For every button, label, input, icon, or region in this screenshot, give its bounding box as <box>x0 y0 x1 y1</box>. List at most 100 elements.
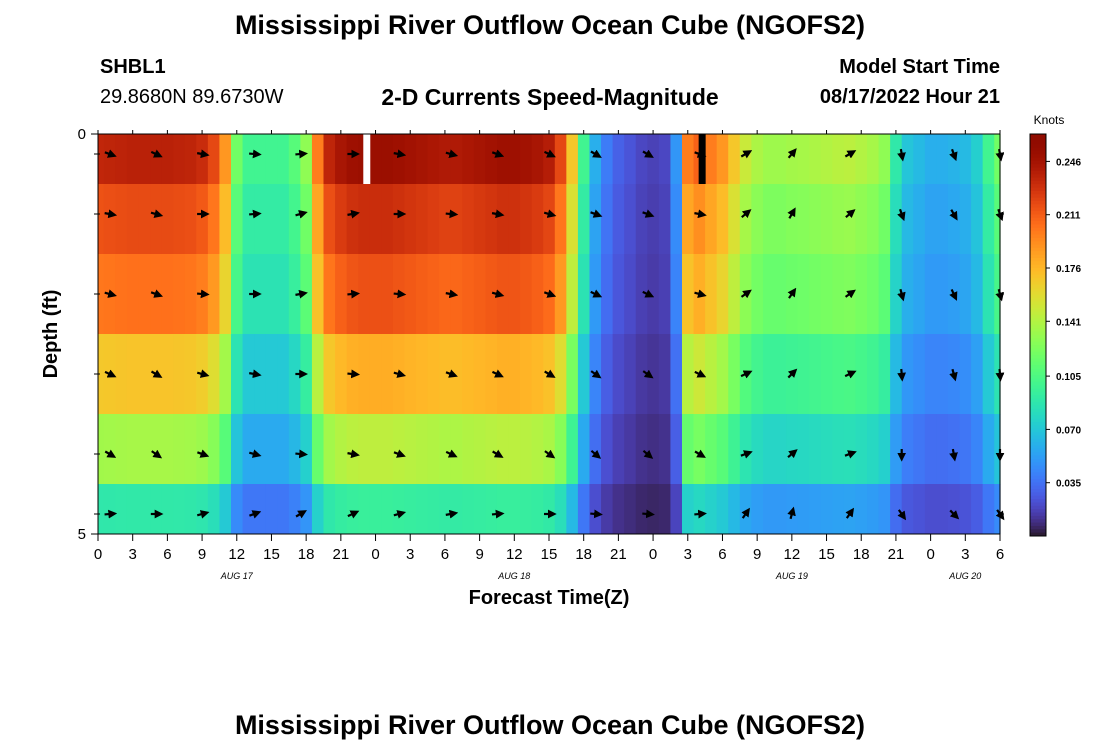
colorbar-step <box>1030 458 1046 463</box>
colorbar-step <box>1030 167 1046 172</box>
colorbar-step <box>1030 164 1046 168</box>
heatmap-cell <box>288 254 301 335</box>
colorbar-tick-label: 0.176 <box>1056 264 1081 275</box>
x-tick-label: 18 <box>853 546 870 563</box>
heatmap-cell <box>473 134 486 185</box>
heatmap-cell <box>427 254 440 335</box>
heatmap-cell <box>624 184 637 255</box>
x-tick-label: 15 <box>263 546 280 563</box>
heatmap-cell <box>416 414 429 485</box>
heatmap-cell <box>832 414 845 485</box>
heatmap-cell <box>867 334 880 415</box>
heatmap-cell <box>658 184 672 255</box>
x-tick-label: 0 <box>926 546 934 563</box>
colorbar-step <box>1030 137 1046 142</box>
colorbar-step <box>1030 529 1046 534</box>
heatmap-cell <box>601 414 614 485</box>
current-vector <box>491 509 505 519</box>
current-vector <box>694 369 707 378</box>
colorbar-tick-label: 0.211 <box>1056 211 1081 222</box>
current-vector <box>196 149 210 159</box>
heatmap-cell <box>265 134 278 185</box>
heatmap-cell <box>566 334 579 415</box>
heatmap-cell <box>878 184 891 255</box>
colorbar-step <box>1030 278 1046 282</box>
heatmap-cell <box>543 484 556 535</box>
colorbar-step <box>1030 268 1046 272</box>
colorbar-step <box>1030 408 1046 413</box>
colorbar-step <box>1030 264 1046 269</box>
heatmap-cell <box>959 134 972 185</box>
current-vector <box>248 369 262 379</box>
x-tick-label: 9 <box>475 546 483 563</box>
heatmap-cell <box>207 254 221 335</box>
heatmap-cell <box>658 484 672 535</box>
heatmap-cell <box>554 134 567 185</box>
heatmap-cell <box>404 134 417 185</box>
current-vector <box>740 150 753 159</box>
heatmap-cell <box>971 334 984 415</box>
heatmap-cell <box>670 414 683 485</box>
heatmap-cell <box>369 134 382 185</box>
colorbar-step <box>1030 318 1046 323</box>
heatmap-cell <box>647 484 660 535</box>
colorbar-step <box>1030 448 1046 453</box>
heatmap-cell <box>577 484 591 535</box>
colorbar-step <box>1030 291 1046 296</box>
heatmap-cell <box>890 254 903 335</box>
colorbar-step <box>1030 190 1046 195</box>
heatmap-cell <box>358 334 371 415</box>
colorbar-step <box>1030 405 1046 410</box>
heatmap-cell <box>358 414 371 485</box>
colorbar-step <box>1030 345 1046 349</box>
current-vector <box>393 289 407 299</box>
current-vector <box>104 209 118 219</box>
heatmap-cell <box>416 134 429 185</box>
heatmap-cell <box>381 184 394 255</box>
heatmap-cell <box>959 184 972 255</box>
heatmap-cell <box>693 184 706 255</box>
heatmap-cell <box>335 484 348 535</box>
current-vector <box>196 510 210 519</box>
colorbar-step <box>1030 445 1046 450</box>
heatmap-cell <box>658 334 672 415</box>
heatmap-cell <box>589 134 602 185</box>
heatmap-cell <box>751 184 764 255</box>
colorbar-step <box>1030 308 1046 313</box>
colorbar-step <box>1030 197 1046 202</box>
colorbar-step <box>1030 499 1046 503</box>
heatmap-cell <box>485 484 498 535</box>
heatmap-cell <box>265 484 278 535</box>
heatmap-cell <box>924 254 937 335</box>
current-vector <box>642 369 654 379</box>
heatmap-cell <box>98 254 105 335</box>
heatmap-cell <box>566 414 579 485</box>
colorbar-tick-label: 0.070 <box>1056 425 1081 436</box>
current-vector <box>642 449 654 459</box>
current-vector <box>590 209 603 218</box>
heatmap-cell <box>439 484 452 535</box>
heatmap-cell <box>971 254 984 335</box>
current-vector <box>150 289 164 298</box>
heatmap-cell <box>161 184 174 255</box>
colorbar-step <box>1030 294 1046 299</box>
heatmap-cell <box>855 184 868 255</box>
heatmap-cell <box>843 484 857 535</box>
heatmap-cell <box>751 334 764 415</box>
heatmap-cell <box>196 134 209 185</box>
heatmap-cell <box>728 134 741 185</box>
heatmap-cell <box>335 414 348 485</box>
heatmap-cell <box>531 134 544 185</box>
heatmap-cell <box>577 254 591 335</box>
heatmap-cell <box>890 184 903 255</box>
heatmap-cell <box>126 414 140 485</box>
heatmap-cell <box>450 184 463 255</box>
colorbar-step <box>1030 532 1046 537</box>
heatmap-cell <box>913 184 926 255</box>
heatmap-cell <box>450 134 463 185</box>
heatmap-cell <box>346 414 359 485</box>
colorbar-step <box>1030 425 1046 430</box>
colorbar-tick-label: 0.246 <box>1056 157 1081 168</box>
heatmap-cell <box>762 184 776 255</box>
colorbar-step <box>1030 184 1046 189</box>
